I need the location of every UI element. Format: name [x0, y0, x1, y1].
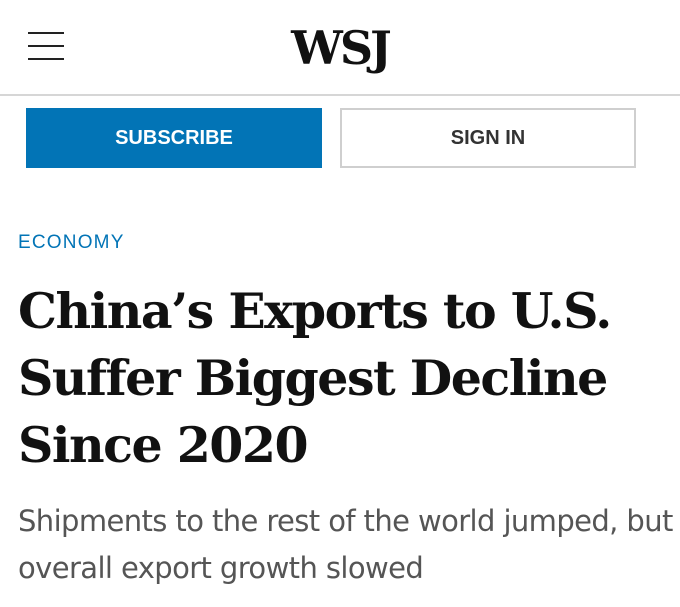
subscribe-button[interactable]: SUBSCRIBE — [26, 108, 322, 168]
article-headline: China’s Exports to U.S. Suffer Biggest D… — [18, 282, 612, 474]
article-subheadline: Shipments to the rest of the world jumpe… — [18, 504, 673, 585]
wsj-logo[interactable]: WSJ — [291, 21, 392, 75]
section-label[interactable]: ECONOMY — [18, 232, 125, 253]
sign-in-button[interactable]: SIGN IN — [340, 108, 636, 168]
top-bar: WSJ — [0, 0, 680, 96]
hamburger-menu-icon[interactable] — [28, 29, 64, 63]
